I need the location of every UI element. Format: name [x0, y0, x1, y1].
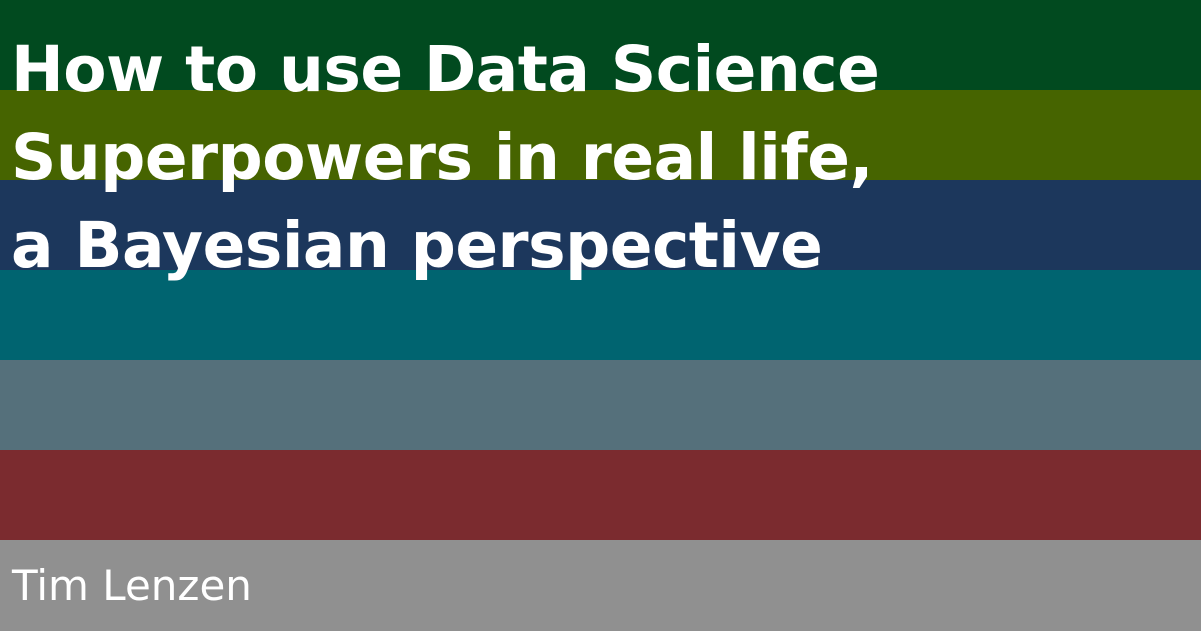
- title-line-3: a Bayesian perspective: [11, 209, 823, 282]
- stripe-teal: [0, 270, 1201, 360]
- page-title: How to use Data Science Superpowers in r…: [11, 26, 880, 290]
- stripe-maroon: [0, 450, 1201, 540]
- stripe-olive: [0, 90, 1201, 180]
- title-line-1: How to use Data Science: [11, 33, 880, 106]
- stripe-dark-green: [0, 0, 1201, 90]
- stripe-navy: [0, 180, 1201, 270]
- author-name: Tim Lenzen: [12, 561, 252, 610]
- stripe-slate: [0, 360, 1201, 450]
- stripe-gray: [0, 540, 1201, 631]
- title-line-2: Superpowers in real life,: [11, 121, 873, 194]
